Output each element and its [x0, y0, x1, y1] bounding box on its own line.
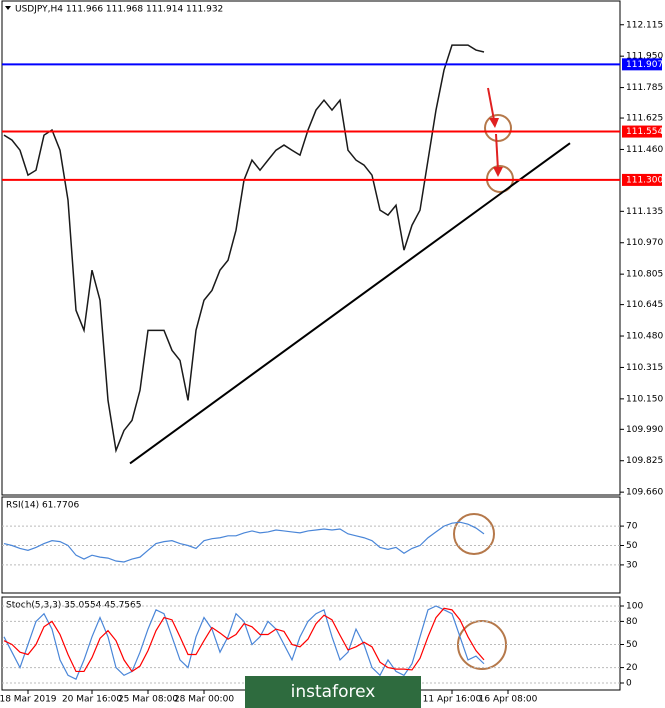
- arrow: [487, 87, 495, 121]
- arrowhead: [489, 118, 499, 128]
- x-tick-label: 11 Apr 16:00: [423, 695, 482, 705]
- y-tick-label: 0: [626, 679, 632, 689]
- level-label: 111.300: [626, 175, 663, 185]
- y-tick-label: 111.625: [626, 114, 663, 124]
- circle: [453, 513, 495, 555]
- arrowhead: [493, 167, 503, 177]
- x-tick-label: 28 Mar 00:00: [174, 695, 234, 705]
- level-tag: [622, 125, 662, 138]
- circle: [484, 114, 512, 142]
- logo: instaforex: [291, 682, 376, 702]
- y-tick-label: 109.825: [626, 456, 663, 466]
- y-tick-label: 110.150: [626, 394, 663, 404]
- rsi-title: RSI(14) 61.7706: [6, 501, 79, 511]
- series-line: [3, 605, 485, 680]
- y-tick-label: 70: [626, 522, 638, 532]
- level-tag: [622, 173, 662, 186]
- y-tick-label: 20: [626, 663, 638, 673]
- y-tick-label: 111.135: [626, 207, 663, 217]
- y-tick-label: 111.460: [626, 145, 663, 155]
- y-tick-label: 109.990: [626, 425, 663, 435]
- price-panel: [1, 0, 621, 496]
- y-tick-label: 30: [626, 560, 638, 570]
- logo-box: [245, 676, 421, 708]
- y-tick-label: 110.805: [626, 270, 663, 280]
- series-line: [3, 607, 485, 673]
- level-label: 111.907: [626, 60, 663, 70]
- x-tick-label: 20 Mar 16:00: [62, 695, 122, 705]
- y-tick-label: 110.970: [626, 238, 663, 248]
- series-line: [3, 521, 485, 563]
- y-tick-label: 110.480: [626, 332, 663, 342]
- x-tick-label: 18 Mar 2019: [0, 695, 57, 705]
- y-tick-label: 111.950: [626, 52, 663, 62]
- y-tick-label: 110.315: [626, 363, 663, 373]
- stoch-title: Stoch(5,3,3) 35.0554 45.7565: [6, 601, 141, 611]
- y-tick-label: 112.115: [626, 20, 663, 30]
- menu-icon: [5, 6, 11, 10]
- y-tick-label: 80: [626, 617, 638, 627]
- arrow: [495, 133, 499, 171]
- x-tick-label: 16 Apr 08:00: [479, 695, 538, 705]
- y-tick-label: 50: [626, 640, 638, 650]
- y-tick-label: 109.660: [626, 488, 663, 498]
- y-tick-label: 111.785: [626, 83, 663, 93]
- chart-title: USDJPY,H4 111.966 111.968 111.914 111.93…: [15, 5, 223, 15]
- level-label: 111.554: [626, 127, 663, 137]
- y-tick-label: 100: [626, 602, 643, 612]
- level-tag: [622, 58, 662, 71]
- trendline: [129, 142, 571, 465]
- y-tick-label: 50: [626, 541, 638, 551]
- y-tick-label: 110.645: [626, 300, 663, 310]
- x-tick-label: 25 Mar 08:00: [118, 695, 178, 705]
